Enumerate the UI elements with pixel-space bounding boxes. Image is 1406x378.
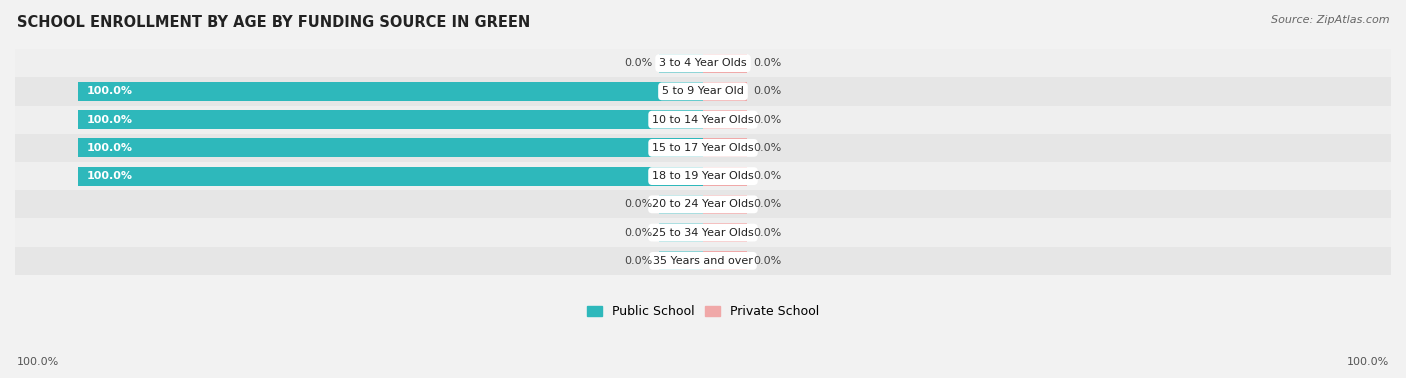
Bar	[15, 49, 1391, 77]
Text: 25 to 34 Year Olds: 25 to 34 Year Olds	[652, 228, 754, 238]
Bar	[15, 134, 1391, 162]
Bar	[77, 138, 703, 158]
Bar	[15, 247, 1391, 275]
Bar	[703, 54, 747, 73]
Text: 0.0%: 0.0%	[624, 256, 652, 266]
Text: 0.0%: 0.0%	[624, 228, 652, 238]
Bar	[15, 190, 1391, 218]
Bar	[659, 251, 703, 270]
Bar	[703, 138, 747, 158]
Text: 100.0%: 100.0%	[87, 143, 134, 153]
Bar	[703, 195, 747, 214]
Bar	[15, 105, 1391, 134]
Text: 18 to 19 Year Olds: 18 to 19 Year Olds	[652, 171, 754, 181]
Text: 0.0%: 0.0%	[754, 87, 782, 96]
Text: 0.0%: 0.0%	[754, 143, 782, 153]
Bar	[659, 195, 703, 214]
Text: 100.0%: 100.0%	[87, 87, 134, 96]
Text: 0.0%: 0.0%	[754, 171, 782, 181]
Bar	[77, 110, 703, 129]
Text: 0.0%: 0.0%	[624, 58, 652, 68]
Text: 0.0%: 0.0%	[754, 115, 782, 125]
Bar	[703, 167, 747, 186]
Text: Source: ZipAtlas.com: Source: ZipAtlas.com	[1271, 15, 1389, 25]
Bar	[77, 82, 703, 101]
Text: SCHOOL ENROLLMENT BY AGE BY FUNDING SOURCE IN GREEN: SCHOOL ENROLLMENT BY AGE BY FUNDING SOUR…	[17, 15, 530, 30]
Text: 0.0%: 0.0%	[754, 58, 782, 68]
Text: 20 to 24 Year Olds: 20 to 24 Year Olds	[652, 199, 754, 209]
Text: 3 to 4 Year Olds: 3 to 4 Year Olds	[659, 58, 747, 68]
Bar	[703, 110, 747, 129]
Bar	[703, 251, 747, 270]
Bar	[659, 54, 703, 73]
Legend: Public School, Private School: Public School, Private School	[588, 305, 818, 318]
Text: 35 Years and over: 35 Years and over	[652, 256, 754, 266]
Text: 0.0%: 0.0%	[624, 199, 652, 209]
Bar	[15, 218, 1391, 247]
Bar	[15, 77, 1391, 105]
Text: 10 to 14 Year Olds: 10 to 14 Year Olds	[652, 115, 754, 125]
Bar	[15, 162, 1391, 190]
Text: 100.0%: 100.0%	[87, 115, 134, 125]
Text: 100.0%: 100.0%	[17, 357, 59, 367]
Bar	[703, 223, 747, 242]
Text: 0.0%: 0.0%	[754, 256, 782, 266]
Text: 100.0%: 100.0%	[1347, 357, 1389, 367]
Text: 0.0%: 0.0%	[754, 228, 782, 238]
Bar	[77, 167, 703, 186]
Text: 100.0%: 100.0%	[87, 171, 134, 181]
Bar	[659, 223, 703, 242]
Text: 5 to 9 Year Old: 5 to 9 Year Old	[662, 87, 744, 96]
Bar	[703, 82, 747, 101]
Text: 0.0%: 0.0%	[754, 199, 782, 209]
Text: 15 to 17 Year Olds: 15 to 17 Year Olds	[652, 143, 754, 153]
